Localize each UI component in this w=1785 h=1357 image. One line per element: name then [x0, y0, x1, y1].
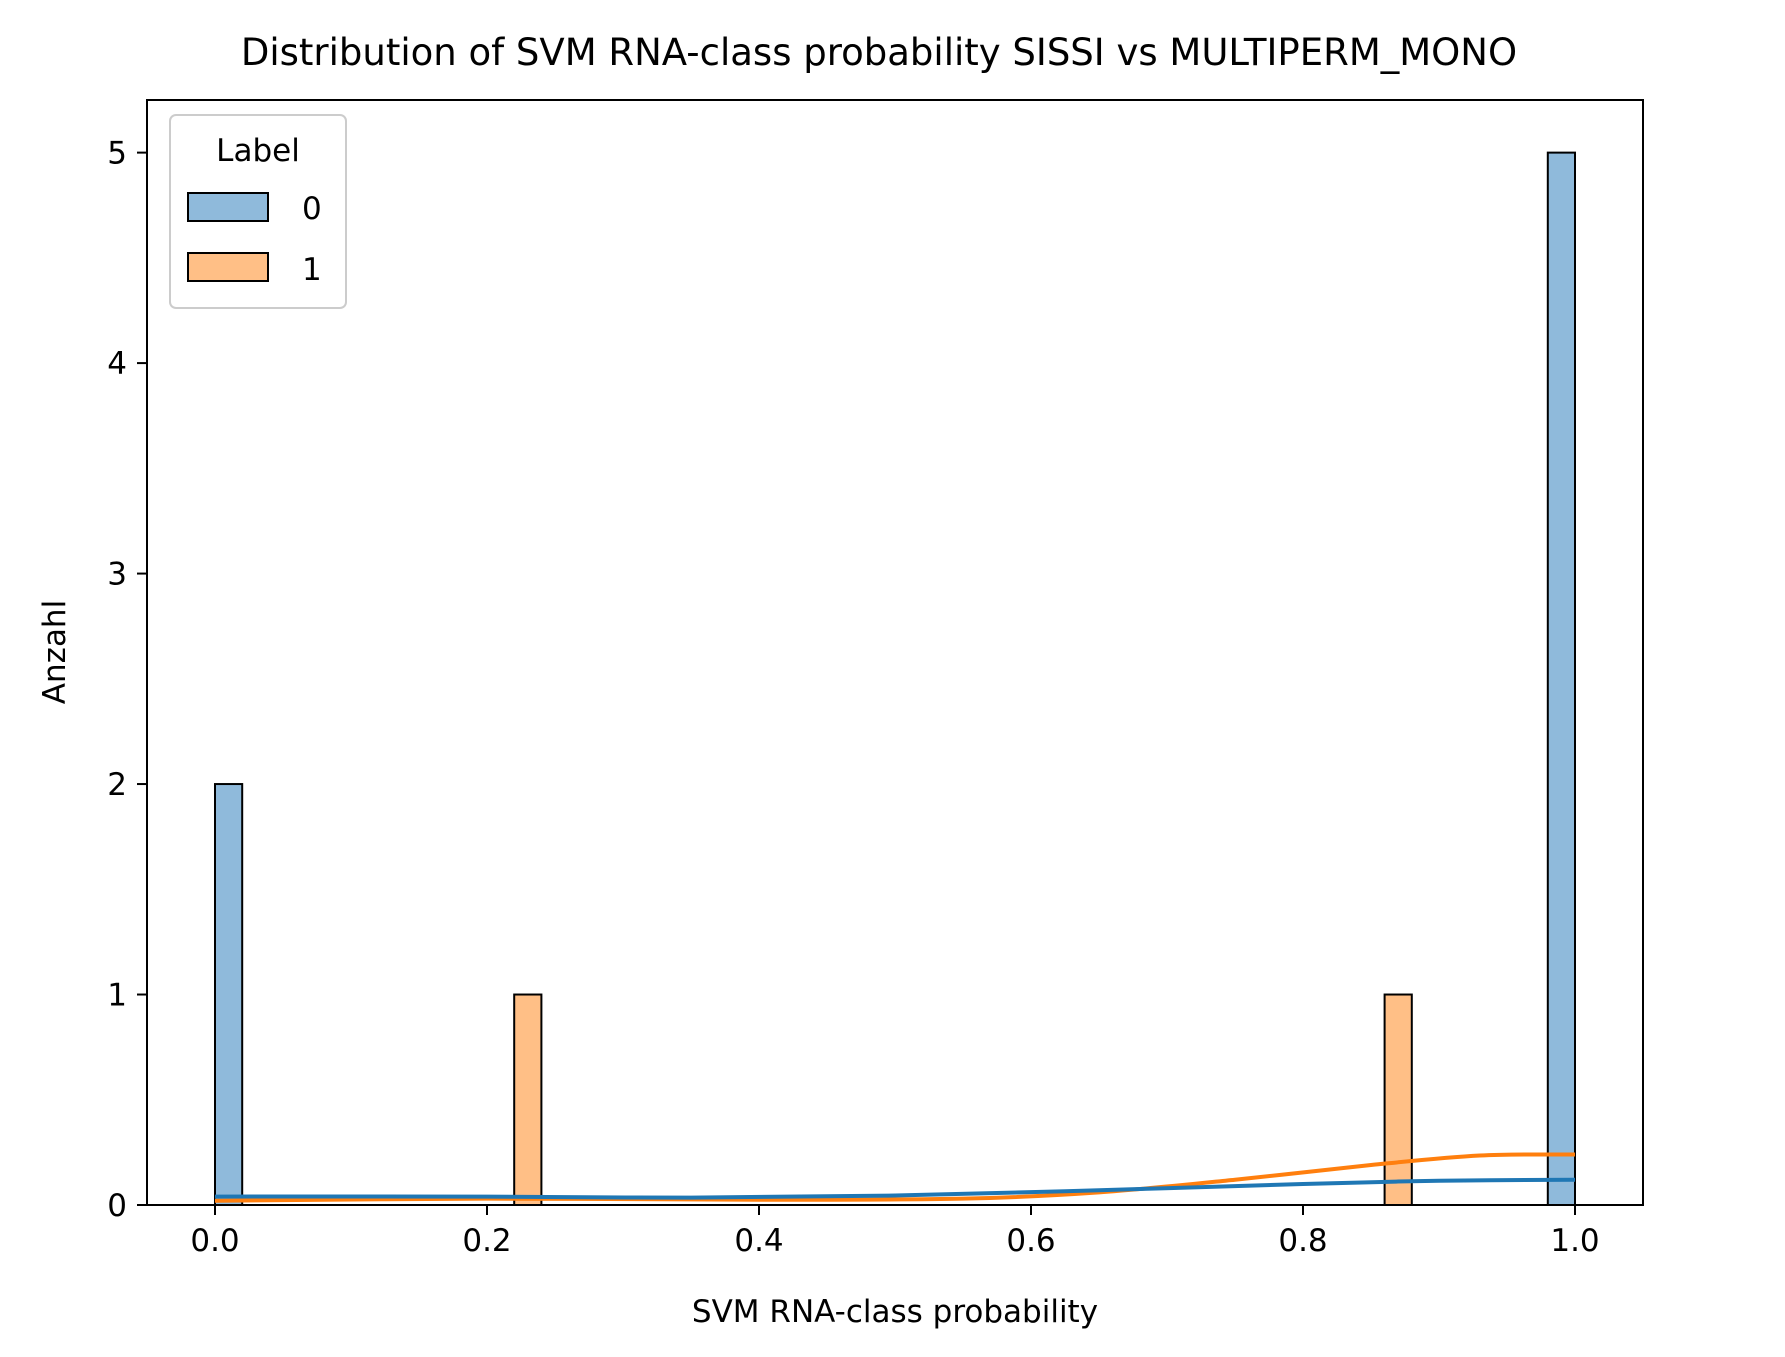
legend-label-1: 1: [302, 252, 322, 288]
y-tick-label: 5: [107, 136, 127, 172]
y-tick-label: 0: [107, 1188, 127, 1224]
y-tick-label: 3: [107, 557, 127, 593]
histogram-bar: [214, 783, 244, 1206]
y-axis-label: Anzahl: [37, 600, 73, 704]
x-tick-label: 0.4: [734, 1223, 783, 1259]
y-tick-label: 4: [107, 346, 127, 382]
histogram-bar: [1546, 151, 1577, 1207]
legend-label-0: 0: [302, 191, 322, 227]
kde-line-1: [214, 1152, 1576, 1203]
x-tick-label: 0.6: [1006, 1223, 1055, 1259]
legend-swatch-0: [187, 192, 269, 222]
x-axis-ticks: 0.0 0.2 0.4 0.6 0.8 1.0: [190, 1205, 1600, 1259]
legend-title: Label: [216, 133, 300, 169]
histogram-bar: [513, 993, 543, 1206]
x-tick-label: 1.0: [1550, 1223, 1599, 1259]
x-tick-label: 0.2: [462, 1223, 511, 1259]
kde-line-0: [214, 1177, 1576, 1200]
legend-swatch-1: [187, 252, 269, 282]
y-tick-label: 1: [107, 978, 127, 1014]
plot-frame: [146, 99, 1644, 1206]
histogram-bar: [1383, 993, 1413, 1206]
chart-title: Distribution of SVM RNA-class probabilit…: [241, 31, 1517, 74]
histogram-bars: [214, 151, 1577, 1207]
x-tick-label: 0.8: [1278, 1223, 1327, 1259]
legend: Label 0 1: [169, 114, 347, 309]
y-tick-label: 2: [107, 767, 127, 803]
x-tick-label: 0.0: [190, 1223, 239, 1259]
kde-curves: [214, 1152, 1576, 1203]
x-axis-label: SVM RNA-class probability: [692, 1294, 1098, 1330]
y-axis-ticks: 0 1 2 3 4 5: [107, 136, 147, 1224]
